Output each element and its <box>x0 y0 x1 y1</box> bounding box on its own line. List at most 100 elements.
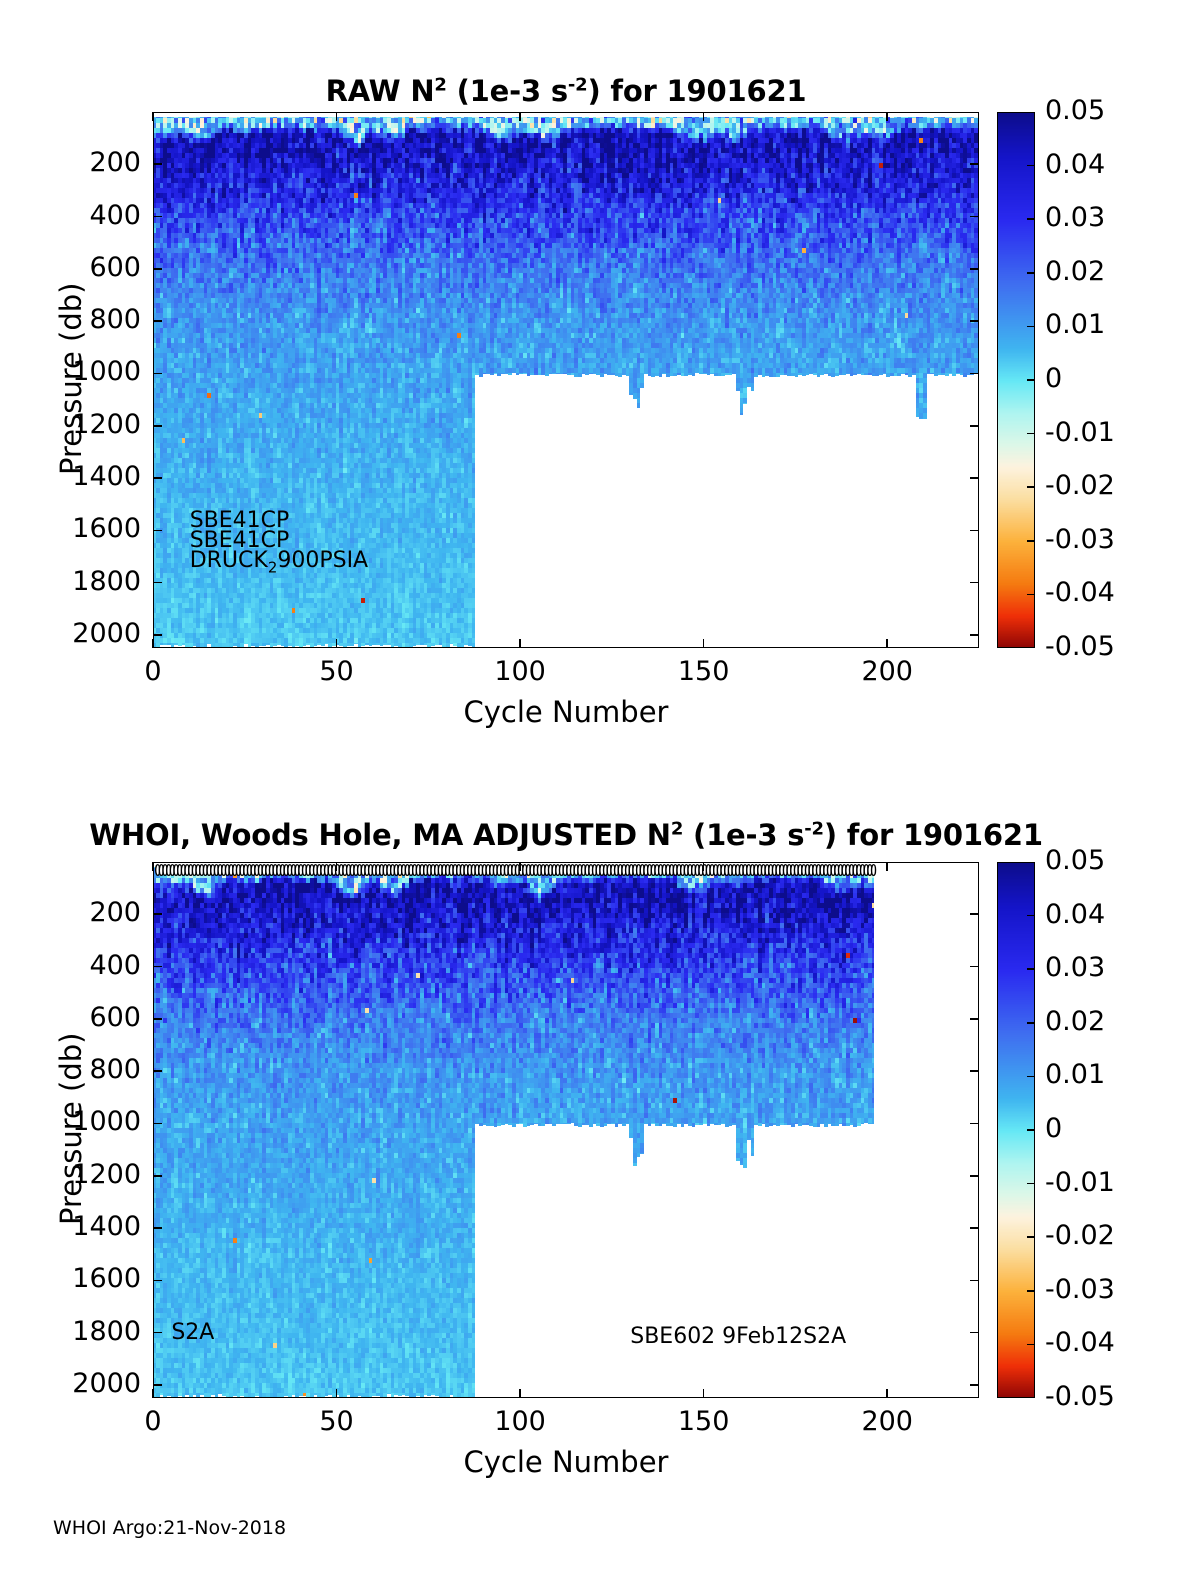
y-axis-tick-label: 400 <box>89 199 141 231</box>
y-axis-tick <box>970 1070 979 1072</box>
colorbar-tick-label: -0.02 <box>1045 470 1115 502</box>
x-axis-tick <box>519 1389 521 1398</box>
y-axis-tick <box>153 1227 162 1229</box>
figure-footer: WHOI Argo:21-Nov-2018 <box>53 1517 287 1539</box>
colorbar-tick <box>1027 540 1035 542</box>
colorbar-tick-label: -0.02 <box>1045 1220 1115 1252</box>
y-axis-tick <box>153 913 162 916</box>
profile-type-label: S2A <box>171 1319 215 1345</box>
y-axis-tick <box>153 1070 162 1072</box>
y-axis-tick-label: 1200 <box>72 408 141 440</box>
x-axis-tick-label: 50 <box>319 656 354 687</box>
colorbar-tick <box>1027 218 1035 220</box>
y-axis-tick-label: 600 <box>89 251 141 283</box>
colorbar-tick-label: 0.02 <box>1045 255 1106 287</box>
x-axis-tick <box>886 112 889 121</box>
y-axis-tick <box>970 1279 979 1282</box>
y-axis-tick-label: 2000 <box>72 617 141 649</box>
colorbar-tick-label: -0.01 <box>1045 416 1115 448</box>
colorbar-tick <box>1027 164 1035 167</box>
y-axis-tick-label: 600 <box>89 1001 141 1033</box>
x-axis-tick-label: 200 <box>861 656 913 687</box>
x-axis-tick <box>335 112 338 121</box>
colorbar-tick-label: 0 <box>1045 1113 1063 1144</box>
calibration-label: SBE602 9Feb12S2A <box>630 1323 847 1349</box>
y-axis-tick-label: 1800 <box>72 1315 141 1347</box>
x-axis-tick <box>335 1389 338 1398</box>
y-axis-tick <box>153 1122 162 1125</box>
panel-raw-colorbar <box>997 112 1035 648</box>
y-axis-tick-label: 200 <box>89 897 141 929</box>
y-axis-tick-label: 1600 <box>72 513 141 545</box>
y-axis-tick-label: 1000 <box>72 356 141 388</box>
x-axis-tick-label: 100 <box>494 1406 546 1437</box>
y-axis-tick <box>153 320 162 322</box>
y-axis-tick <box>153 1384 162 1386</box>
panel-adjusted-title: WHOI, Woods Hole, MA ADJUSTED N2 (1e-3 s… <box>89 818 1043 852</box>
colorbar-tick <box>1027 914 1035 917</box>
colorbar-tick-label: 0.03 <box>1045 202 1106 234</box>
x-axis-tick-label: 100 <box>494 656 546 687</box>
panel-raw-xlabel: Cycle Number <box>463 695 669 729</box>
sensor-line-1: SBE41CP <box>189 508 290 534</box>
colorbar-tick-label: -0.03 <box>1045 523 1115 555</box>
x-axis-tick <box>152 639 154 648</box>
colorbar-tick-label: -0.05 <box>1045 1381 1115 1412</box>
x-axis-tick <box>152 862 154 871</box>
colorbar-tick <box>1027 1075 1035 1078</box>
y-axis-tick <box>153 163 162 166</box>
colorbar-tick-label: 0.04 <box>1045 898 1106 930</box>
colorbar-tick <box>1027 1022 1035 1024</box>
y-axis-tick <box>153 268 162 270</box>
y-axis-tick-label: 400 <box>89 949 141 981</box>
y-axis-tick <box>970 1227 979 1229</box>
y-axis-tick <box>970 163 979 166</box>
x-axis-tick <box>702 112 705 121</box>
x-axis-tick <box>702 1389 705 1398</box>
colorbar-tick <box>1027 486 1035 488</box>
y-axis-tick-label: 1200 <box>72 1158 141 1190</box>
y-axis-tick <box>153 1018 162 1020</box>
panel-raw-plot-area[interactable] <box>153 112 979 648</box>
y-axis-tick <box>970 1122 979 1125</box>
y-axis-tick-label: 1400 <box>72 461 141 493</box>
qc-marker-row <box>154 863 978 883</box>
y-axis-tick <box>970 1018 979 1020</box>
x-axis-tick-label: 50 <box>319 1406 354 1437</box>
colorbar-tick <box>1027 593 1035 596</box>
colorbar-tick-label: -0.03 <box>1045 1273 1115 1305</box>
x-axis-tick <box>886 639 889 648</box>
y-axis-tick <box>970 424 979 427</box>
y-axis-tick <box>970 1331 979 1334</box>
colorbar-tick <box>1027 1290 1035 1292</box>
y-axis-tick-label: 800 <box>89 304 141 336</box>
colorbar-tick-label: -0.01 <box>1045 1166 1115 1198</box>
y-axis-tick <box>970 529 979 532</box>
x-axis-tick <box>702 639 705 648</box>
y-axis-tick <box>153 1331 162 1334</box>
colorbar-tick <box>1027 1236 1035 1238</box>
y-axis-tick-label: 800 <box>89 1054 141 1086</box>
panel-adjusted-plot-area[interactable] <box>153 862 979 1398</box>
x-axis-tick <box>519 639 521 648</box>
y-axis-tick-label: 1400 <box>72 1211 141 1243</box>
colorbar-tick <box>1027 272 1035 274</box>
colorbar-tick <box>1027 432 1035 435</box>
colorbar-tick-label: -0.05 <box>1045 631 1115 662</box>
y-axis-tick-label: 2000 <box>72 1367 141 1399</box>
y-axis-tick-label: 1600 <box>72 1263 141 1295</box>
colorbar-tick <box>1027 325 1035 328</box>
y-axis-tick <box>153 1174 162 1177</box>
pressure-sensor: DRUCK2900PSIA <box>189 548 369 577</box>
y-axis-tick <box>970 913 979 916</box>
colorbar-tick-label: 0.01 <box>1045 309 1106 341</box>
y-axis-tick-label: 1800 <box>72 565 141 597</box>
x-axis-tick <box>702 862 705 871</box>
y-axis-tick <box>970 965 979 968</box>
y-axis-tick <box>153 372 162 375</box>
x-axis-tick <box>335 862 338 871</box>
x-axis-tick-label: 150 <box>677 656 730 687</box>
y-axis-tick <box>970 215 979 218</box>
y-axis-tick <box>153 581 162 584</box>
y-axis-tick <box>153 477 162 479</box>
